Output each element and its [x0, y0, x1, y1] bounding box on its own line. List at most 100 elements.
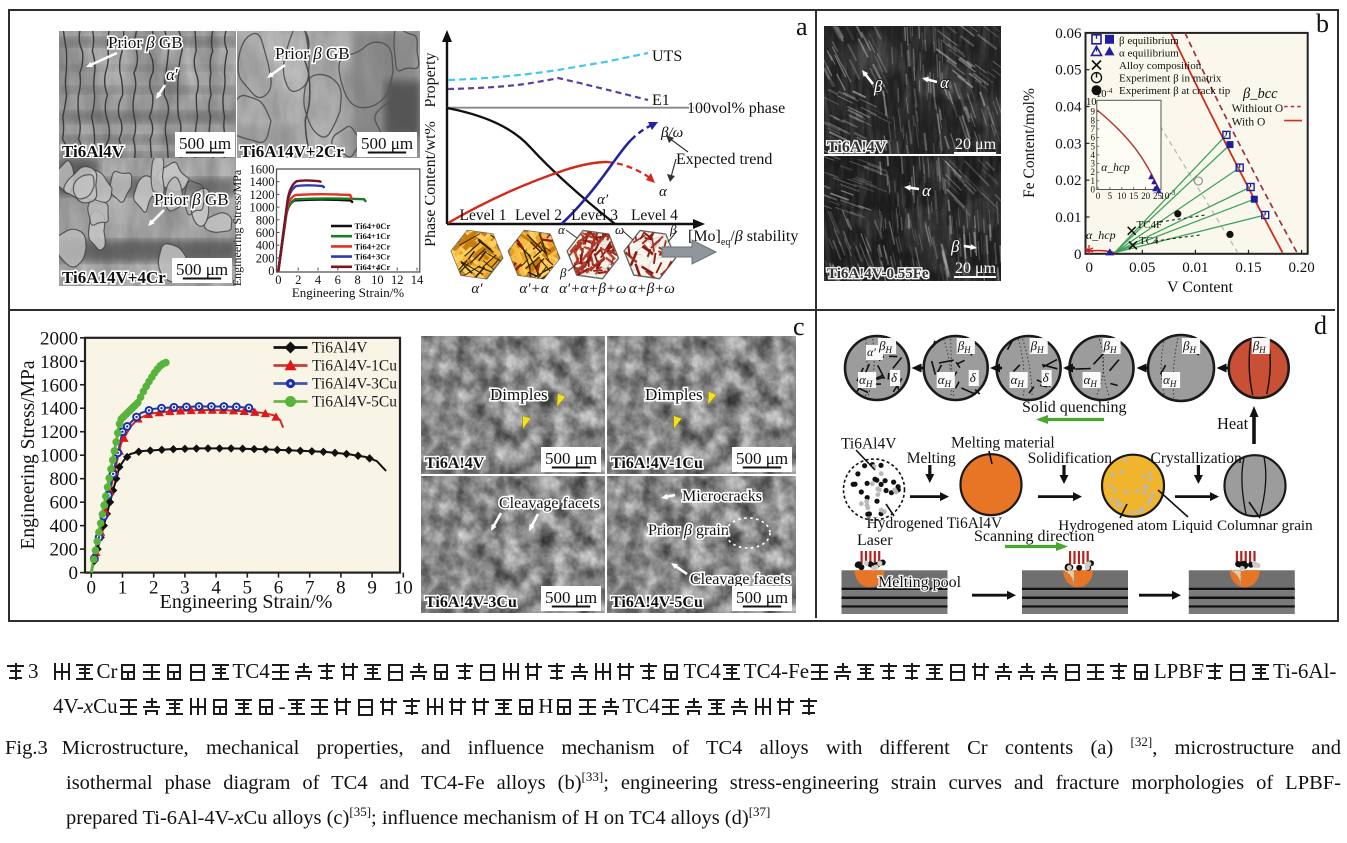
svg-text:Ti6A!4V: Ti6A!4V — [827, 139, 887, 154]
svg-text:500 μm: 500 μm — [176, 260, 228, 279]
svg-text:9: 9 — [1091, 107, 1096, 117]
svg-text:Ti6Al4V-3Cu: Ti6Al4V-3Cu — [312, 376, 397, 393]
svg-text:3: 3 — [180, 578, 190, 599]
svg-text:0.02: 0.02 — [1055, 173, 1081, 189]
svg-text:ω: ω — [615, 222, 624, 237]
svg-text:Melting: Melting — [907, 450, 956, 467]
svg-text:Level 4: Level 4 — [631, 207, 678, 224]
svg-text:Ti6A14V+2Cr: Ti6A14V+2Cr — [240, 142, 344, 158]
svg-text:1000: 1000 — [40, 446, 78, 467]
svg-text:1: 1 — [118, 578, 128, 599]
svg-text:6: 6 — [274, 578, 284, 599]
svg-text:8: 8 — [354, 273, 360, 287]
svg-text:δ: δ — [970, 370, 977, 385]
svg-text:1: 1 — [1091, 176, 1096, 186]
svg-text:400: 400 — [256, 239, 275, 253]
svg-text:Ti6Al4V: Ti6Al4V — [62, 142, 125, 158]
svg-text:9: 9 — [367, 578, 377, 599]
svg-text:Fe Content/mol%: Fe Content/mol% — [1021, 88, 1038, 198]
svg-text:Withiout O: Withiout O — [1232, 103, 1284, 115]
svg-text:0.05: 0.05 — [1055, 63, 1081, 79]
svg-text:1200: 1200 — [250, 188, 275, 202]
svg-text:Expected trend: Expected trend — [676, 151, 772, 168]
svg-text:α′: α′ — [867, 345, 876, 359]
svg-text:800: 800 — [50, 469, 79, 490]
svg-text:Ti6Al4V: Ti6Al4V — [312, 340, 368, 357]
svg-text:Ti6A!4V-0.55Fe: Ti6A!4V-0.55Fe — [827, 266, 929, 281]
svg-text:Prior β grain: Prior β grain — [648, 522, 729, 539]
svg-text:14: 14 — [411, 273, 424, 287]
svg-text:2: 2 — [149, 578, 159, 599]
svg-text:0: 0 — [275, 273, 281, 287]
svg-text:Ti64+0Cr: Ti64+0Cr — [355, 221, 391, 231]
svg-text:Microcracks: Microcracks — [682, 488, 762, 505]
svg-text:200: 200 — [50, 540, 79, 561]
svg-text:800: 800 — [256, 213, 275, 227]
svg-text:α′: α′ — [166, 65, 179, 84]
svg-text:Prior β GB: Prior β GB — [108, 33, 183, 52]
svg-text:α′+α: α′+α — [519, 281, 549, 297]
svg-text:Level 2: Level 2 — [515, 207, 562, 224]
svg-text:Property: Property — [425, 52, 439, 107]
svg-text:6: 6 — [1091, 133, 1096, 143]
svg-text:7: 7 — [305, 578, 315, 599]
svg-text:8: 8 — [336, 578, 346, 599]
svg-text:V Content: V Content — [1167, 279, 1233, 296]
svg-text:1400: 1400 — [250, 175, 275, 189]
svg-text:Level 1: Level 1 — [460, 207, 507, 224]
svg-text:Prior β GB: Prior β GB — [154, 190, 229, 209]
svg-text:Ti6A!4V-5Cu: Ti6A!4V-5Cu — [611, 594, 703, 611]
svg-text:500 μm: 500 μm — [361, 134, 413, 153]
svg-text:10: 10 — [1117, 191, 1127, 201]
svg-text:0: 0 — [1085, 260, 1093, 276]
svg-text:Phase Content/wt%: Phase Content/wt% — [425, 121, 439, 247]
svg-text:α equilibrium: α equilibrium — [1119, 47, 1179, 59]
svg-text:3: 3 — [1091, 159, 1096, 169]
svg-text:Crystallization: Crystallization — [1151, 450, 1243, 467]
svg-text:500 μm: 500 μm — [736, 588, 788, 607]
svg-text:0: 0 — [69, 563, 79, 584]
svg-text:500 μm: 500 μm — [179, 134, 231, 153]
svg-text:10: 10 — [1086, 97, 1097, 108]
svg-text:0.03: 0.03 — [1055, 136, 1081, 152]
svg-text:Hydrogened atom: Hydrogened atom — [1058, 517, 1167, 534]
svg-text:Ti64+3Cr: Ti64+3Cr — [355, 252, 391, 262]
svg-text:Prior β GB: Prior β GB — [275, 44, 350, 63]
svg-text:7: 7 — [1091, 124, 1096, 134]
svg-text:β_bcc: β_bcc — [1242, 86, 1278, 102]
svg-text:4: 4 — [1091, 150, 1096, 160]
svg-text:5: 5 — [243, 578, 253, 599]
svg-text:1600: 1600 — [40, 375, 78, 396]
svg-text:500 μm: 500 μm — [736, 449, 788, 468]
svg-text:Engineering Stress/MPa: Engineering Stress/MPa — [233, 169, 244, 286]
svg-text:Level 3: Level 3 — [571, 207, 618, 224]
svg-text:Dimples: Dimples — [645, 385, 703, 404]
svg-text:Engineering Stress/MPa: Engineering Stress/MPa — [18, 360, 39, 549]
svg-text:With O: With O — [1232, 117, 1266, 129]
svg-text:Hydrogened Ti6Al4V: Hydrogened Ti6Al4V — [867, 515, 1003, 532]
svg-text:400: 400 — [50, 516, 79, 537]
svg-text:α: α — [558, 222, 566, 237]
svg-text:4: 4 — [211, 578, 221, 599]
svg-text:0: 0 — [1096, 191, 1101, 201]
svg-text:Melting pool: Melting pool — [878, 574, 962, 591]
svg-text:4: 4 — [315, 273, 322, 287]
svg-text:2: 2 — [295, 273, 301, 287]
svg-text:α_hcp: α_hcp — [1086, 228, 1116, 242]
svg-text:600: 600 — [50, 493, 79, 514]
svg-text:Ti6Al4V-5Cu: Ti6Al4V-5Cu — [312, 394, 397, 411]
svg-text:200: 200 — [256, 251, 275, 265]
svg-text:5: 5 — [1091, 141, 1096, 151]
svg-text:UTS: UTS — [652, 48, 682, 65]
svg-text:β: β — [669, 222, 677, 237]
svg-text:0.20: 0.20 — [1288, 260, 1314, 276]
svg-text:0.04: 0.04 — [1055, 100, 1082, 116]
svg-text:α: α — [922, 181, 932, 200]
svg-text:Columnar grain: Columnar grain — [1217, 517, 1313, 534]
svg-text:α′: α′ — [597, 192, 609, 208]
svg-text:β: β — [873, 77, 883, 96]
svg-text:20 μm: 20 μm — [955, 260, 997, 277]
svg-text:1800: 1800 — [40, 352, 78, 373]
svg-text:Cleavage facets: Cleavage facets — [690, 571, 791, 588]
svg-text:α′: α′ — [471, 281, 483, 297]
